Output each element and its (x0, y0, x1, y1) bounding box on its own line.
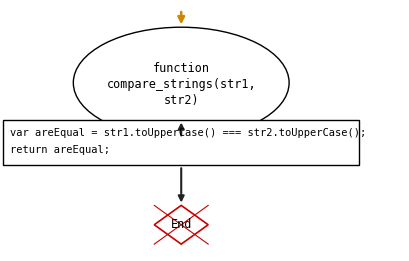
Text: End: End (171, 218, 192, 231)
Text: str2): str2) (164, 94, 199, 107)
Text: var areEqual = str1.toUpperCase() === str2.toUpperCase();: var areEqual = str1.toUpperCase() === st… (10, 128, 366, 138)
Bar (3, 120, 359, 165)
Polygon shape (154, 205, 208, 244)
Text: function: function (153, 62, 210, 75)
Text: compare_strings(str1,: compare_strings(str1, (106, 78, 256, 91)
Text: return areEqual;: return areEqual; (10, 145, 110, 155)
Ellipse shape (73, 27, 289, 138)
